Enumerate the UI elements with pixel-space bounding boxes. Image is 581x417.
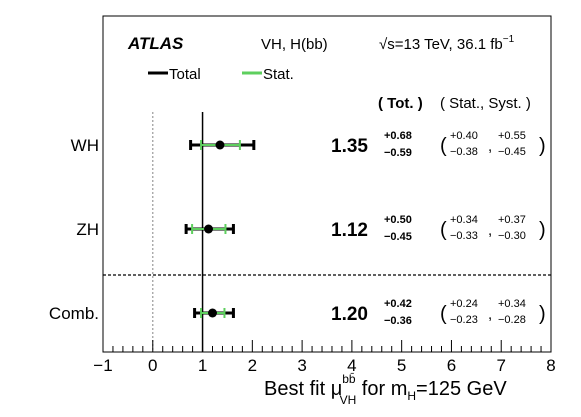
x-axis-title: Best fit μbb̄ VH for mH=125 GeV (264, 372, 507, 407)
best-fit-value: 1.20 (331, 304, 368, 325)
stat-down-error: −0.23 (450, 314, 478, 326)
total-down-error: −0.36 (384, 315, 412, 327)
open-paren: ( (440, 135, 447, 157)
best-fit-marker (208, 308, 218, 318)
energy-label-exp: −1 (503, 34, 515, 45)
x-axis-title-sup: bb̄ (342, 372, 356, 386)
best-fit-value: 1.35 (331, 136, 368, 157)
x-tick-label: 2 (248, 356, 257, 375)
open-paren: ( (440, 219, 447, 241)
row-label: WH (71, 136, 99, 155)
x-axis-title-msub: H (407, 389, 416, 403)
comma: , (488, 222, 492, 239)
point-row-comb: Comb. 1.20 +0.42 −0.36 (+0.24 −0.23 , +0.34 −0.2… (49, 298, 546, 327)
x-axis-title-suffix: =125 GeV (416, 378, 507, 400)
total-down-error: −0.59 (384, 147, 412, 159)
header-tot: ( Tot. ) (378, 95, 423, 112)
x-tick-label: 8 (546, 356, 555, 375)
x-tick-label: 5 (397, 356, 406, 375)
row-label: ZH (76, 220, 99, 239)
close-paren: ) (539, 219, 546, 241)
syst-down-error: −0.45 (498, 146, 526, 158)
total-down-error: −0.45 (384, 231, 412, 243)
total-up-error: +0.68 (384, 130, 412, 142)
stat-down-error: −0.38 (450, 146, 478, 158)
stat-down-error: −0.33 (450, 230, 478, 242)
best-fit-value: 1.12 (331, 220, 368, 241)
point-row-wh: WH 1.35 +0.68 −0.59 (+0.40 −0.38 , +0.55 −0.45) (71, 130, 546, 159)
total-up-error: +0.50 (384, 214, 412, 226)
syst-up-error: +0.55 (498, 130, 526, 142)
syst-down-error: −0.28 (498, 314, 526, 326)
close-paren: ) (539, 135, 546, 157)
x-axis-title-prefix: Best fit μ (264, 378, 342, 400)
x-tick-label: 7 (496, 356, 505, 375)
syst-down-error: −0.30 (498, 230, 526, 242)
x-tick-label: 1 (198, 356, 207, 375)
comma: , (488, 306, 492, 323)
point-row-zh: ZH 1.12 +0.50 −0.45 (+0.34 −0.33 , +0.37 −0.30) (76, 214, 545, 243)
close-paren: ) (539, 303, 546, 325)
x-tick-label: 4 (347, 356, 356, 375)
best-fit-marker (215, 140, 225, 150)
syst-up-error: +0.34 (498, 298, 526, 310)
legend-total-label: Total (169, 66, 201, 83)
best-fit-marker (204, 224, 214, 234)
plot-frame (102, 15, 552, 353)
stat-up-error: +0.24 (450, 298, 478, 310)
channel-label: VH, H(bb) (261, 36, 328, 53)
header-stat-syst: ( Stat., Syst. ) (440, 95, 531, 112)
x-tick-label: 0 (148, 356, 157, 375)
open-paren: ( (440, 303, 447, 325)
x-tick-label: 6 (447, 356, 456, 375)
syst-up-error: +0.37 (498, 214, 526, 226)
atlas-label: ATLAS (127, 34, 184, 53)
energy-label-main: √s=13 TeV, 36.1 fb (379, 36, 503, 53)
x-tick-label: −1 (93, 356, 112, 375)
stat-up-error: +0.34 (450, 214, 478, 226)
legend-stat-label: Stat. (263, 66, 294, 83)
x-axis-title-sub: VH (340, 393, 357, 407)
total-up-error: +0.42 (384, 298, 412, 310)
energy-label: √s=13 TeV, 36.1 fb−1 (379, 34, 515, 53)
row-label: Comb. (49, 304, 99, 323)
x-tick-label: 3 (297, 356, 306, 375)
stat-up-error: +0.40 (450, 130, 478, 142)
comma: , (488, 138, 492, 155)
x-axis-title-mid: for m (356, 378, 407, 400)
